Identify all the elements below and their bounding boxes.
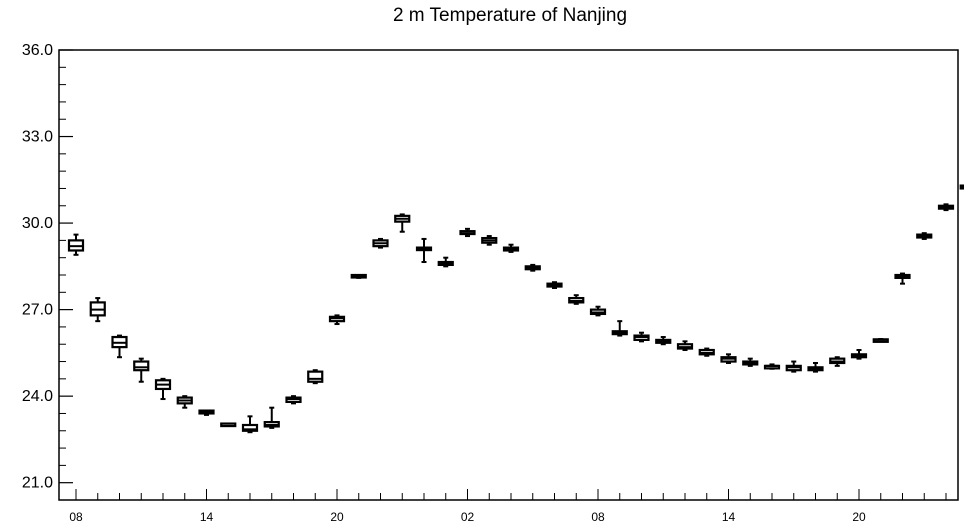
box-body: [307, 370, 324, 383]
box-33: [785, 360, 802, 373]
box-38: [894, 272, 911, 285]
box-5: [176, 395, 193, 409]
box-15: [394, 213, 411, 233]
chart-title: 2 m Temperature of Nanjing: [393, 5, 627, 26]
box-3: [133, 357, 150, 383]
box-series: [67, 184, 964, 434]
box-23: [568, 294, 585, 305]
x-tick-label: 02: [461, 510, 475, 524]
box-39: [916, 232, 933, 240]
y-tick-label: 27.0: [22, 302, 53, 319]
box-13: [350, 273, 367, 279]
box-1: [89, 297, 106, 323]
box-26: [633, 331, 650, 343]
plot-frame: [58, 49, 959, 501]
box-body: [241, 423, 259, 432]
y-tick-label: 21.0: [22, 475, 53, 492]
box-36: [850, 349, 868, 360]
x-tick-label: 08: [591, 510, 605, 524]
box-17: [437, 256, 454, 268]
y-tick-label: 24.0: [22, 388, 53, 405]
box-34: [807, 361, 824, 373]
box-9: [263, 406, 280, 429]
x-tick-label: 20: [852, 510, 866, 524]
box-32: [763, 363, 781, 370]
box-8: [241, 415, 259, 434]
box-18: [459, 227, 476, 238]
box-31: [742, 357, 759, 367]
x-axis: 081420020814200208: [69, 489, 947, 524]
box-10: [285, 395, 302, 405]
box-6: [198, 409, 215, 416]
x-tick-label: 08: [69, 510, 83, 524]
box-11: [307, 369, 324, 385]
box-30: [720, 353, 737, 364]
box-24: [589, 305, 607, 317]
box-41: [959, 184, 964, 190]
x-tick-label: 14: [722, 510, 736, 524]
box-20: [502, 243, 520, 253]
box-25: [611, 320, 628, 337]
x-tick-label: 14: [200, 510, 214, 524]
box-21: [524, 263, 541, 272]
box-4: [154, 377, 172, 401]
x-tick-label: 20: [330, 510, 344, 524]
box-35: [829, 356, 846, 367]
box-12: [328, 314, 346, 326]
box-40: [937, 203, 955, 212]
box-16: [415, 237, 433, 264]
y-tick-label: 33.0: [22, 129, 53, 146]
y-axis: 21.0 24.0 27.0 30.0 33.0 36.0: [22, 42, 73, 492]
box-0: [67, 233, 85, 256]
box-29: [698, 347, 715, 357]
box-body: [133, 360, 150, 372]
y-tick-label: 36.0: [22, 42, 53, 59]
box-7: [220, 422, 237, 428]
box-27: [655, 336, 672, 346]
box-19: [481, 235, 498, 246]
y-tick-label: 30.0: [22, 215, 53, 232]
box-37: [872, 338, 889, 343]
box-14: [372, 237, 389, 249]
box-28: [676, 340, 694, 351]
box-2: [111, 334, 128, 359]
box-22: [546, 281, 563, 289]
